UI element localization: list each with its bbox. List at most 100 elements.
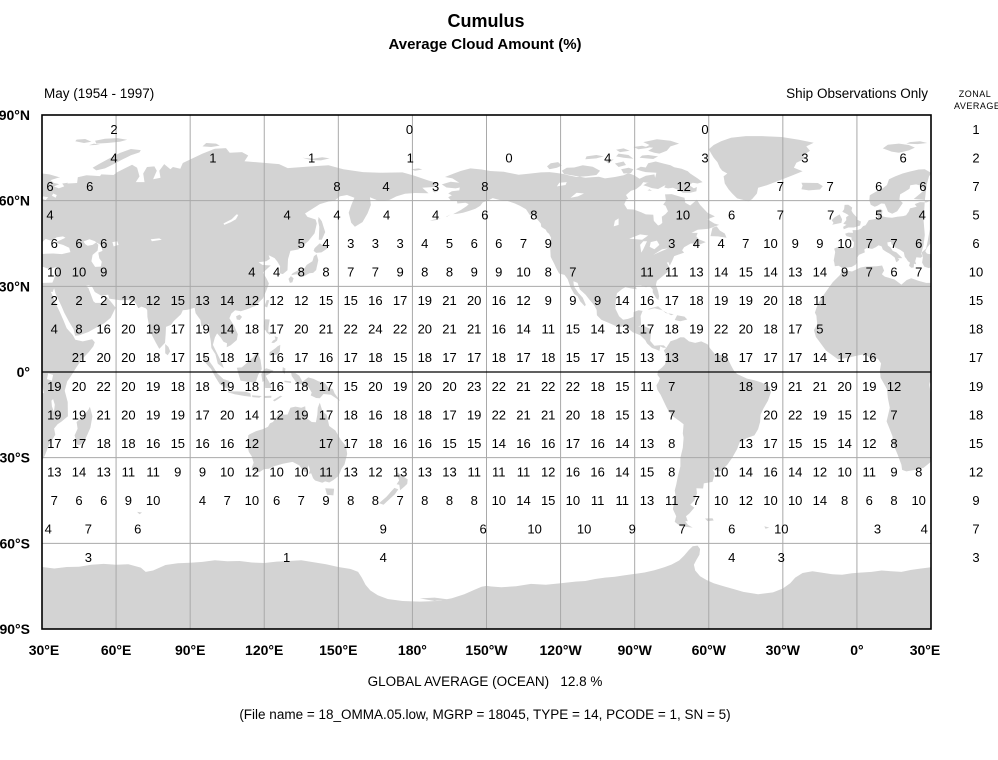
svg-text:12: 12 — [541, 464, 555, 479]
svg-text:10: 10 — [837, 236, 851, 251]
svg-text:20: 20 — [220, 407, 234, 422]
svg-text:15: 15 — [467, 436, 481, 451]
svg-text:12: 12 — [121, 293, 135, 308]
svg-text:16: 16 — [146, 436, 160, 451]
svg-text:17: 17 — [739, 350, 753, 365]
svg-text:9: 9 — [545, 293, 552, 308]
svg-text:7: 7 — [85, 522, 92, 537]
svg-text:12: 12 — [294, 293, 308, 308]
svg-text:21: 21 — [467, 322, 481, 337]
svg-text:16: 16 — [269, 379, 283, 394]
svg-text:3: 3 — [778, 550, 785, 565]
svg-text:15: 15 — [171, 436, 185, 451]
svg-text:0°: 0° — [850, 642, 863, 658]
svg-text:20: 20 — [739, 322, 753, 337]
svg-text:19: 19 — [72, 407, 86, 422]
svg-text:60°E: 60°E — [101, 642, 132, 658]
svg-text:7: 7 — [890, 407, 897, 422]
svg-text:10: 10 — [788, 493, 802, 508]
svg-text:18: 18 — [245, 379, 259, 394]
svg-text:18: 18 — [739, 379, 753, 394]
svg-text:11: 11 — [541, 322, 555, 337]
svg-text:17: 17 — [763, 350, 777, 365]
svg-text:14: 14 — [739, 464, 753, 479]
svg-text:0°: 0° — [17, 364, 30, 380]
svg-text:13: 13 — [664, 350, 678, 365]
svg-text:17: 17 — [319, 407, 333, 422]
svg-text:15: 15 — [566, 322, 580, 337]
svg-text:18: 18 — [418, 350, 432, 365]
svg-text:7: 7 — [742, 236, 749, 251]
svg-text:12: 12 — [516, 293, 530, 308]
svg-text:4: 4 — [248, 265, 255, 280]
svg-text:18: 18 — [664, 322, 678, 337]
svg-text:7: 7 — [827, 207, 834, 222]
svg-text:20: 20 — [566, 407, 580, 422]
svg-text:10: 10 — [492, 493, 506, 508]
svg-text:4: 4 — [45, 522, 52, 537]
svg-text:18: 18 — [343, 407, 357, 422]
svg-text:10: 10 — [763, 493, 777, 508]
svg-text:22: 22 — [566, 379, 580, 394]
svg-text:18: 18 — [590, 407, 604, 422]
svg-text:22: 22 — [492, 407, 506, 422]
svg-text:150°E: 150°E — [319, 642, 357, 658]
svg-text:5: 5 — [298, 236, 305, 251]
svg-text:16: 16 — [640, 293, 654, 308]
svg-text:11: 11 — [640, 379, 654, 394]
svg-text:6: 6 — [728, 207, 735, 222]
svg-text:22: 22 — [96, 379, 110, 394]
svg-text:19: 19 — [689, 322, 703, 337]
svg-text:20: 20 — [763, 293, 777, 308]
svg-text:14: 14 — [615, 464, 629, 479]
svg-text:7: 7 — [826, 179, 833, 194]
svg-text:8: 8 — [75, 322, 82, 337]
svg-text:30°S: 30°S — [0, 450, 30, 466]
svg-text:21: 21 — [516, 407, 530, 422]
svg-text:3: 3 — [432, 179, 439, 194]
svg-text:20: 20 — [368, 379, 382, 394]
svg-text:19: 19 — [714, 293, 728, 308]
svg-text:18: 18 — [689, 293, 703, 308]
svg-text:4: 4 — [51, 322, 58, 337]
svg-text:18: 18 — [418, 407, 432, 422]
svg-text:17: 17 — [837, 350, 851, 365]
svg-text:90°W: 90°W — [618, 642, 653, 658]
svg-text:17: 17 — [763, 436, 777, 451]
svg-text:21: 21 — [813, 379, 827, 394]
svg-text:120°W: 120°W — [540, 642, 583, 658]
svg-text:17: 17 — [245, 350, 259, 365]
svg-text:18: 18 — [368, 436, 382, 451]
svg-text:3: 3 — [396, 236, 403, 251]
svg-text:10: 10 — [72, 265, 86, 280]
svg-text:6: 6 — [919, 179, 926, 194]
svg-text:7: 7 — [668, 407, 675, 422]
svg-text:8: 8 — [890, 493, 897, 508]
svg-text:8: 8 — [347, 493, 354, 508]
svg-text:16: 16 — [492, 293, 506, 308]
svg-text:17: 17 — [969, 350, 983, 365]
svg-text:60°S: 60°S — [0, 535, 30, 551]
svg-text:24: 24 — [368, 322, 382, 337]
svg-text:7: 7 — [569, 265, 576, 280]
svg-text:10: 10 — [245, 493, 259, 508]
svg-text:18: 18 — [96, 436, 110, 451]
svg-text:13: 13 — [640, 350, 654, 365]
svg-text:6: 6 — [972, 236, 979, 251]
svg-text:14: 14 — [220, 293, 234, 308]
svg-text:13: 13 — [689, 265, 703, 280]
svg-text:16: 16 — [195, 436, 209, 451]
svg-text:2: 2 — [75, 293, 82, 308]
svg-text:19: 19 — [146, 407, 160, 422]
svg-text:3: 3 — [668, 236, 675, 251]
svg-text:9: 9 — [841, 265, 848, 280]
svg-text:8: 8 — [322, 265, 329, 280]
svg-text:15: 15 — [813, 436, 827, 451]
svg-text:3: 3 — [701, 150, 708, 165]
svg-text:14: 14 — [763, 265, 777, 280]
svg-text:12: 12 — [813, 464, 827, 479]
svg-text:18: 18 — [541, 350, 555, 365]
svg-text:14: 14 — [220, 322, 234, 337]
svg-text:21: 21 — [96, 407, 110, 422]
svg-text:19: 19 — [739, 293, 753, 308]
